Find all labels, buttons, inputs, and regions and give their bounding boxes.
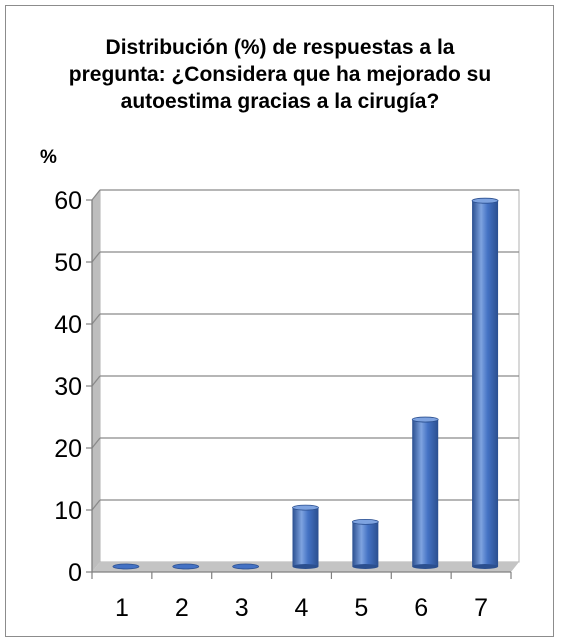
y-tick-label: 0 [68, 559, 82, 587]
bar-body [412, 419, 439, 567]
y-tick-label: 40 [54, 311, 82, 339]
y-tick-label: 30 [54, 373, 82, 401]
bar-base [352, 564, 379, 569]
chart-title: Distribución (%) de respuestas a la preg… [68, 36, 492, 113]
x-tick-label: 4 [295, 594, 309, 622]
bar [112, 563, 140, 570]
bar [411, 416, 439, 569]
gridline-side [91, 499, 101, 511]
bar-base [292, 564, 319, 569]
x-tick-label: 1 [115, 594, 129, 622]
bar-body [472, 200, 499, 567]
x-tick-label: 5 [354, 594, 368, 622]
y-axis-ticks: 0 10 20 30 40 50 60 [54, 187, 92, 587]
bar [292, 504, 319, 569]
x-tick-label: 7 [474, 594, 488, 622]
bar-top [411, 416, 439, 423]
bar-top [351, 518, 379, 525]
bar [172, 563, 200, 570]
bar-top [112, 563, 140, 570]
gridline-side [91, 313, 101, 325]
y-tick-label: 20 [54, 435, 82, 463]
x-axis-ticks: 1 2 3 4 5 6 7 [91, 572, 512, 622]
bar-base [472, 564, 499, 569]
y-axis-unit-label: % [40, 147, 57, 168]
x-tick-label: 6 [414, 594, 428, 622]
gridline-side [91, 251, 101, 263]
bar-top [172, 563, 200, 570]
gridline-side [91, 189, 101, 201]
gridline-side [91, 375, 101, 387]
bars [112, 197, 499, 570]
gridline-side [91, 437, 101, 449]
gridlines [91, 189, 519, 511]
bar-body [292, 507, 319, 567]
bar-top [292, 504, 319, 511]
bar-base [412, 564, 439, 569]
bar-top [232, 563, 260, 570]
bar-body [352, 521, 379, 567]
bar [351, 518, 379, 569]
y-tick-label: 60 [54, 187, 82, 215]
bar-top [471, 197, 499, 204]
x-tick-label: 3 [235, 594, 249, 622]
y-tick-label: 10 [54, 497, 82, 525]
y-tick-label: 50 [54, 249, 82, 277]
bar [471, 197, 499, 569]
x-tick-label: 2 [175, 594, 189, 622]
bar [232, 563, 260, 570]
